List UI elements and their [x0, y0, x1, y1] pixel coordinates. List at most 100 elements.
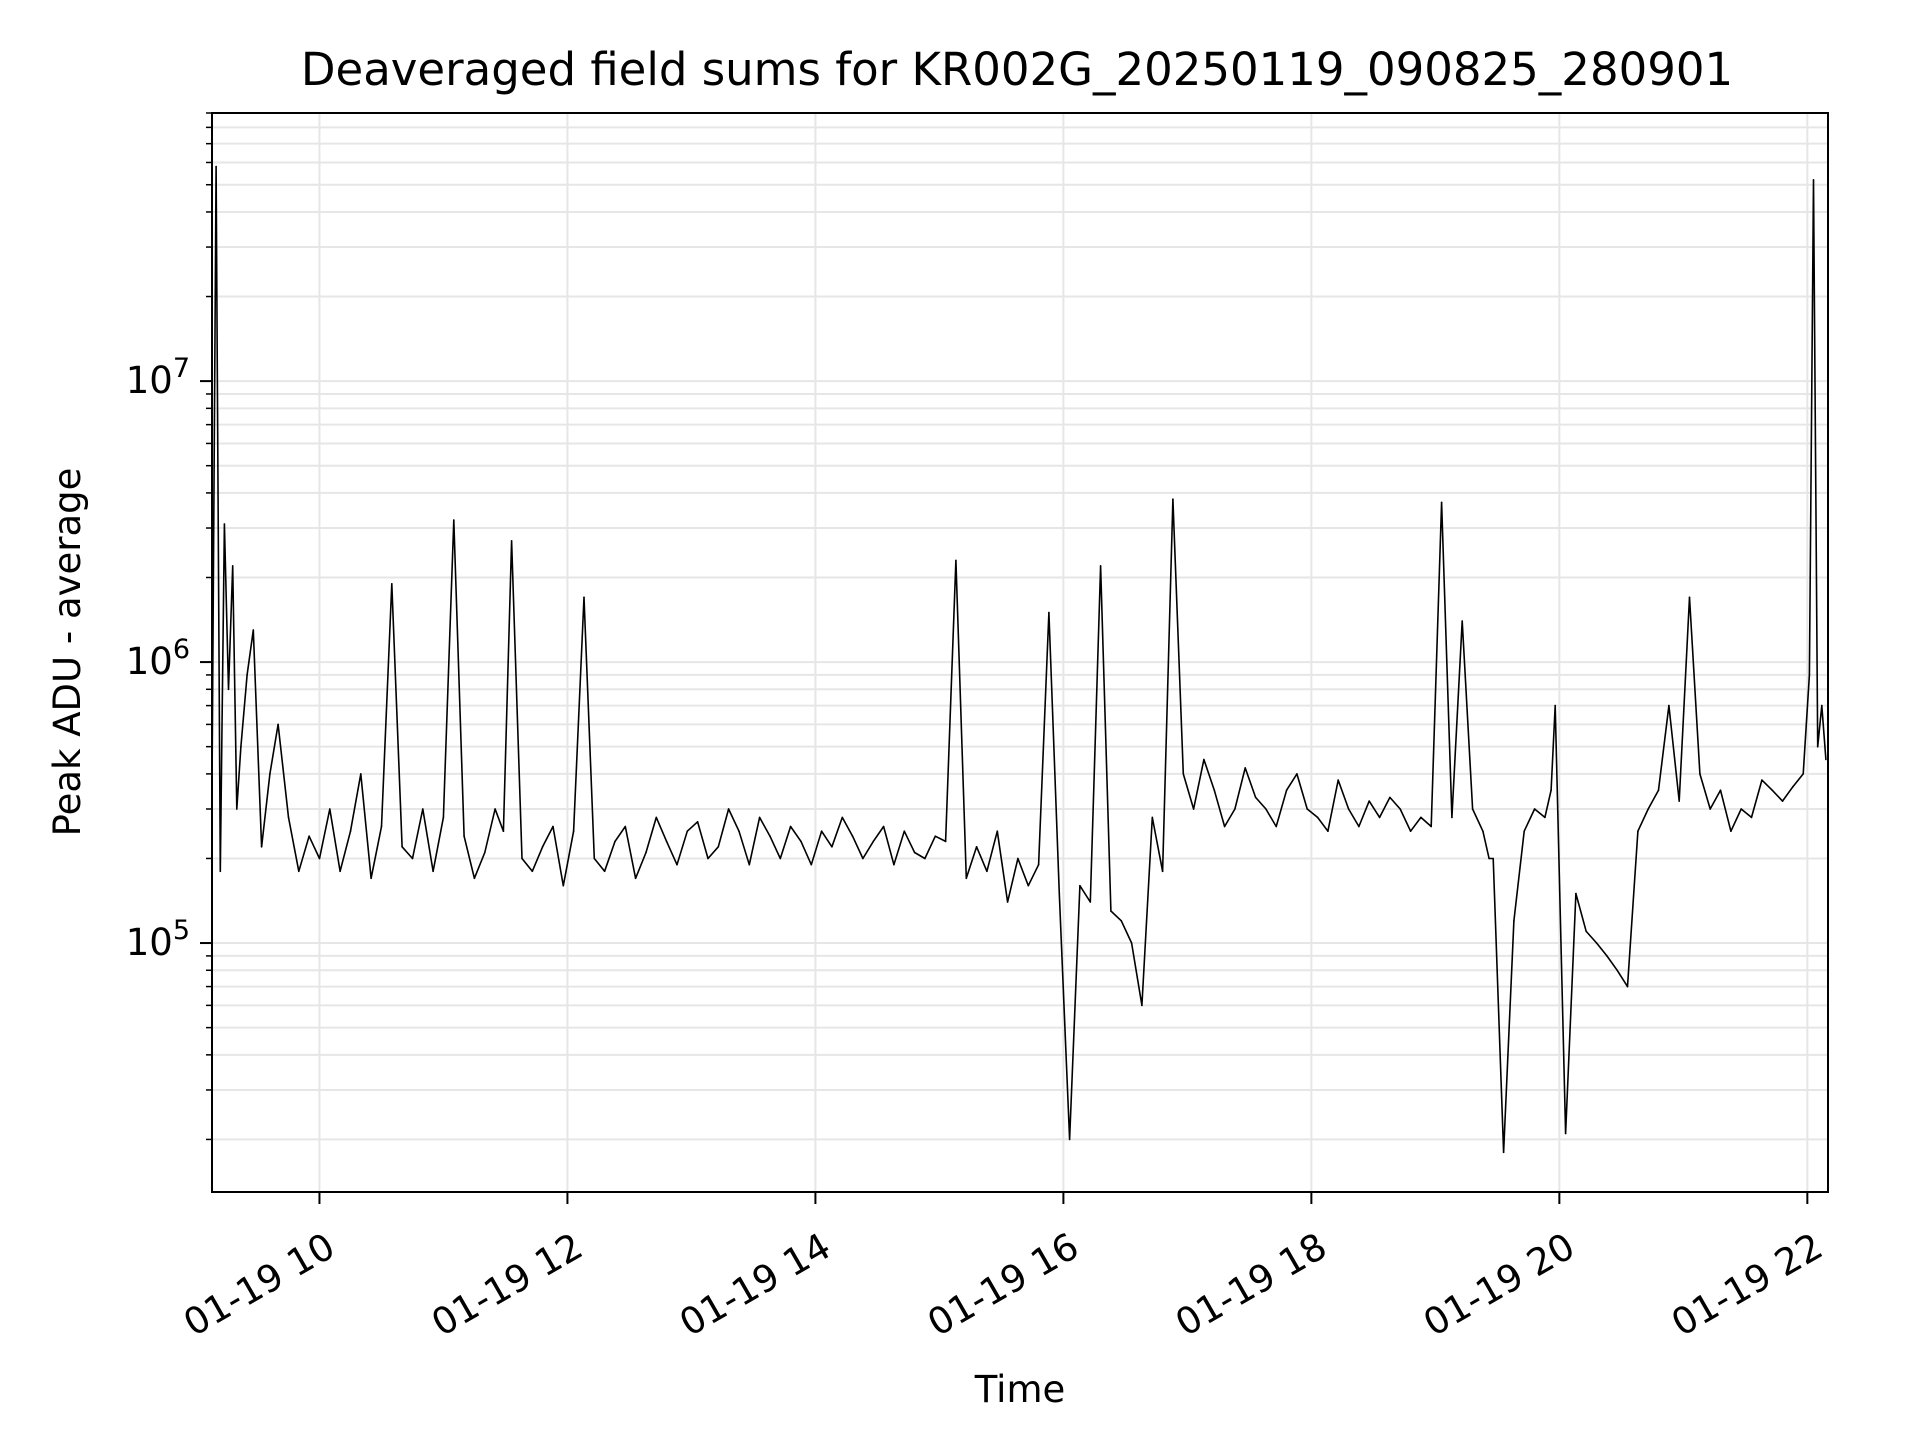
data-point [1606, 955, 1608, 957]
data-point [1058, 892, 1061, 895]
data-point [484, 851, 486, 854]
data-point [240, 745, 242, 748]
data-point [1544, 816, 1546, 819]
data-point [1771, 789, 1773, 791]
data-point [686, 830, 689, 832]
data-point [1265, 808, 1267, 810]
data-point [1550, 789, 1552, 791]
data-point [1399, 808, 1401, 810]
y-tick-exponent: 7 [173, 353, 190, 384]
data-point [614, 840, 616, 843]
data-point [1564, 1132, 1567, 1135]
data-point [1492, 857, 1494, 860]
data-point [298, 870, 300, 873]
data-point [269, 773, 271, 775]
data-point [1389, 796, 1391, 799]
data-point [1347, 808, 1350, 810]
data-point [707, 857, 709, 860]
data-point [1161, 870, 1164, 873]
data-point [1068, 1138, 1071, 1141]
data-point [1719, 789, 1722, 791]
data-point [1358, 825, 1360, 828]
data-point [1192, 808, 1195, 810]
data-point [645, 851, 647, 854]
data-point [1234, 808, 1236, 810]
data-point [955, 559, 957, 562]
data-point [1420, 816, 1422, 819]
data-point [1482, 830, 1484, 832]
y-tick-base: 10 [126, 640, 173, 683]
data-point [820, 830, 823, 832]
data-point [831, 846, 833, 848]
data-point [1781, 800, 1784, 802]
data-point [541, 846, 544, 848]
data-point [531, 870, 534, 873]
data-point [862, 857, 864, 860]
data-point [624, 825, 627, 828]
data-point [1089, 901, 1092, 903]
data-point [1203, 758, 1205, 761]
data-point [521, 857, 523, 860]
data-point [1182, 773, 1185, 775]
data-point [1451, 816, 1453, 819]
data-point [975, 846, 978, 848]
data-point [339, 870, 341, 873]
y-tick-base: 10 [126, 359, 173, 402]
data-point [215, 165, 217, 168]
data-point [934, 835, 937, 837]
data-point [1816, 745, 1819, 748]
data-point [996, 830, 999, 832]
data-point [717, 846, 720, 848]
data-point [236, 808, 238, 810]
data-point [583, 596, 585, 599]
data-point [1079, 884, 1081, 887]
y-axis-label: Peak ADU - average [46, 468, 89, 837]
data-point [1554, 704, 1556, 707]
data-point [1461, 620, 1463, 622]
data-point [227, 688, 230, 691]
data-point [494, 808, 496, 810]
data-point [1812, 179, 1815, 181]
series-layer [211, 165, 1827, 1154]
data-point [944, 840, 947, 843]
data-point [965, 877, 968, 880]
data-point [219, 870, 222, 873]
data-point [572, 830, 575, 832]
data-point [308, 835, 310, 837]
y-tick-exponent: 6 [173, 634, 190, 665]
data-point [841, 816, 844, 819]
data-point [1130, 942, 1133, 944]
data-point [1378, 816, 1381, 819]
data-point [882, 825, 885, 828]
data-point [432, 870, 434, 873]
data-point [986, 870, 988, 873]
data-point [769, 835, 771, 837]
data-point [924, 857, 926, 860]
y-tick-label: 107 [126, 353, 190, 402]
data-point [1709, 808, 1711, 810]
data-point [603, 870, 606, 873]
data-point [1616, 969, 1618, 972]
data-point [779, 857, 782, 860]
data-point [738, 830, 740, 832]
data-point [231, 565, 234, 567]
data-point [1409, 830, 1412, 832]
data-point [851, 835, 854, 837]
data-point [260, 846, 263, 848]
data-point [1440, 501, 1443, 504]
data-point [318, 857, 321, 860]
data-point [1488, 857, 1490, 860]
grid [212, 112, 1828, 1192]
data-point [1502, 1151, 1505, 1154]
data-point [1808, 674, 1811, 676]
y-tick-exponent: 5 [173, 915, 190, 946]
data-point [1792, 785, 1794, 788]
data-point [748, 863, 751, 866]
series-line [211, 165, 1827, 1154]
data-point [1254, 796, 1257, 799]
data-point [411, 857, 414, 860]
data-point [1750, 816, 1753, 819]
data-point [1368, 800, 1370, 802]
data-point [1430, 825, 1432, 828]
